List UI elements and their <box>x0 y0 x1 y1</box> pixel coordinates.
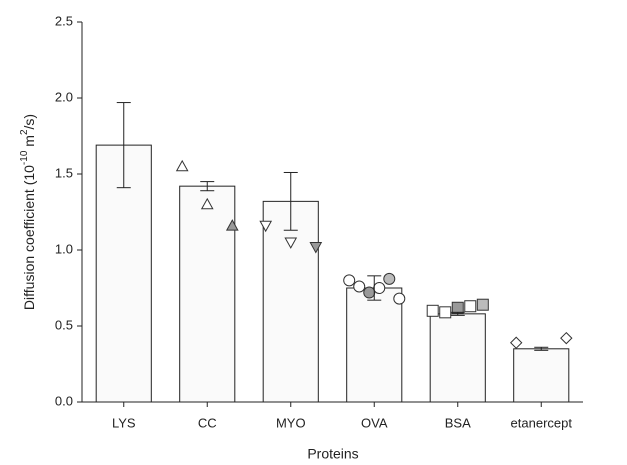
y-tick-label: 0.5 <box>55 317 73 332</box>
point <box>353 280 366 293</box>
point <box>175 159 189 172</box>
point <box>284 237 298 249</box>
x-tick-label: MYO <box>276 415 306 430</box>
x-tick-label: CC <box>198 415 217 430</box>
bar <box>179 185 236 403</box>
x-tick-label: LYS <box>112 415 136 430</box>
point <box>476 298 489 311</box>
point <box>451 301 464 314</box>
point <box>464 300 477 313</box>
point <box>509 336 523 349</box>
bar <box>346 287 403 403</box>
point <box>363 286 376 299</box>
point <box>373 282 386 294</box>
point <box>560 331 573 345</box>
point <box>259 220 273 233</box>
y-title-part: /s) <box>21 114 37 130</box>
bar <box>95 144 152 403</box>
y-title-sup: 2 <box>19 129 30 135</box>
y-title-sup: -10 <box>19 150 30 165</box>
bar <box>262 200 319 403</box>
x-tick-label: OVA <box>361 415 388 430</box>
y-tick-label: 1.0 <box>55 241 73 256</box>
point <box>383 272 396 285</box>
x-tick-label: BSA <box>445 415 471 430</box>
point <box>309 242 323 254</box>
x-tick-label: etanercept <box>511 415 573 430</box>
y-axis-title: Diffusion coefficient (10-10 m2/s) <box>19 114 37 310</box>
bar <box>513 348 570 403</box>
point <box>439 306 452 319</box>
point <box>393 292 406 305</box>
bar <box>429 313 486 403</box>
y-tick-label: 2.5 <box>55 13 73 28</box>
y-title-part: m <box>21 135 37 151</box>
x-axis-title: Proteins <box>307 446 358 462</box>
point <box>200 197 214 210</box>
y-tick-label: 2.0 <box>55 89 73 104</box>
y-tick-label: 1.5 <box>55 165 73 180</box>
y-tick-label: 0.0 <box>55 393 73 408</box>
point <box>343 274 356 287</box>
y-title-part: Diffusion coefficient (10 <box>21 165 37 310</box>
point <box>225 219 239 231</box>
point <box>426 304 439 317</box>
